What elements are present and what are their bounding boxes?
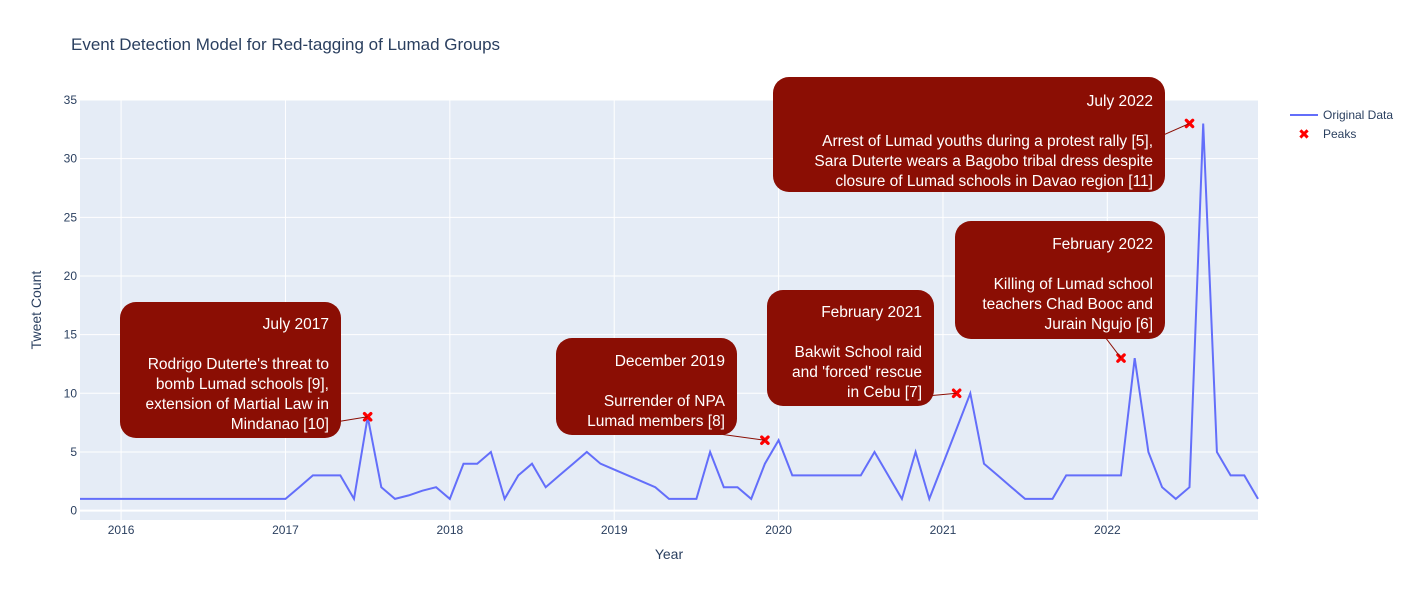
x-tick-label: 2016	[108, 523, 135, 537]
annotation-heading: February 2022	[1052, 236, 1153, 253]
annotation-box	[767, 290, 934, 406]
annotation-line: bomb Lumad schools [9],	[156, 376, 329, 393]
annotation-line: Lumad members [8]	[587, 413, 725, 430]
peak-marker	[760, 435, 770, 446]
annotation-1: July 2017 Rodrigo Duterte's threat to bomb…	[120, 302, 368, 438]
annotation-line: closure of Lumad schools in Davao region…	[835, 173, 1153, 190]
annotation-line: Arrest of Lumad youths during a protest …	[822, 133, 1153, 150]
annotation-line: Sara Duterte wears a Bagobo tribal dress…	[814, 153, 1153, 170]
annotation-line: Killing of Lumad school	[994, 276, 1153, 293]
annotation-box	[120, 302, 341, 438]
y-tick-label: 30	[64, 152, 78, 166]
y-tick-label: 25	[64, 210, 78, 224]
annotation-5: July 2022 Arrest of Lumad youths during a…	[773, 77, 1190, 192]
annotation-box	[556, 338, 737, 435]
y-tick-label: 15	[64, 328, 78, 342]
annotation-line: Mindanao [10]	[231, 416, 329, 433]
y-axis-ticks: 0 5 10 15 20 25 30 35	[64, 93, 78, 518]
series-original-data	[80, 123, 1259, 503]
y-tick-label: 5	[70, 445, 77, 459]
annotation-line: and 'forced' rescue	[792, 364, 922, 381]
annotation-heading: July 2017	[263, 316, 329, 333]
legend-item-original-data[interactable]: Original Data	[1290, 108, 1393, 122]
peak-x-shape	[1184, 118, 1195, 129]
x-axis-label: Year	[655, 546, 684, 562]
legend-label-peaks: Peaks	[1323, 127, 1356, 141]
annotation-box	[773, 77, 1165, 192]
annotation-4: February 2022 Killing of Lumad school teac…	[955, 221, 1165, 359]
annotations: July 2017 Rodrigo Duterte's threat to bomb…	[120, 77, 1190, 441]
annotation-line: extension of Martial Law in	[145, 396, 329, 413]
annotation-heading: February 2021	[821, 304, 922, 321]
y-axis-label: Tweet Count	[28, 271, 44, 350]
annotation-line: Bakwit School raid	[794, 344, 922, 361]
annotation-2: December 2019 Surrender of NPA Lumad membe…	[556, 338, 765, 441]
x-tick-label: 2021	[930, 523, 957, 537]
annotation-heading: December 2019	[615, 353, 725, 370]
y-tick-label: 10	[64, 386, 78, 400]
annotation-line: Jurain Ngujo [6]	[1044, 316, 1153, 333]
peak-marker	[1184, 118, 1195, 129]
legend[interactable]: Original Data ✖ Peaks	[1290, 108, 1393, 142]
peak-x-shape	[760, 435, 770, 446]
x-tick-label: 2020	[765, 523, 792, 537]
annotation-3: February 2021 Bakwit School raid and 'forc…	[767, 290, 957, 406]
annotation-line: Surrender of NPA	[604, 393, 726, 410]
x-tick-label: 2017	[272, 523, 299, 537]
annotation-heading: July 2022	[1087, 93, 1153, 110]
legend-item-peaks[interactable]: ✖ Peaks	[1298, 126, 1356, 142]
legend-marker-swatch: ✖	[1298, 126, 1310, 142]
y-tick-label: 0	[70, 504, 77, 518]
annotation-line: in Cebu [7]	[847, 384, 922, 401]
y-tick-label: 35	[64, 93, 78, 107]
x-tick-label: 2019	[601, 523, 628, 537]
chart-title: Event Detection Model for Red-tagging of…	[71, 35, 500, 54]
x-axis-ticks: 2016 2017 2018 2019 2020 2021 2022	[108, 523, 1121, 537]
legend-label-original-data: Original Data	[1323, 108, 1393, 122]
annotation-line: Rodrigo Duterte's threat to	[148, 356, 329, 373]
original-data-line	[80, 123, 1259, 503]
annotation-box	[955, 221, 1165, 339]
annotation-line: teachers Chad Booc and	[982, 296, 1153, 313]
y-tick-label: 20	[64, 269, 78, 283]
x-tick-label: 2018	[436, 523, 463, 537]
x-tick-label: 2022	[1094, 523, 1121, 537]
